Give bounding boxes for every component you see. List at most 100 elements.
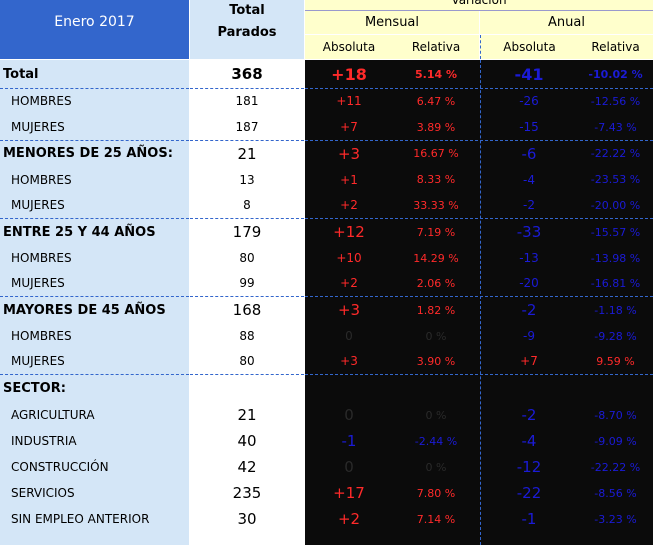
mensual-absoluta-cell: +2 <box>340 198 358 212</box>
row-label: HOMBRES <box>11 172 72 187</box>
row-separator <box>190 296 304 297</box>
mensual-relativa-cell: 6.47 % <box>416 94 456 108</box>
group-label: MAYORES DE 45 AÑOS <box>3 302 166 318</box>
column-separator <box>480 60 481 545</box>
variation-columns: +18 5.14 % -41 -10.02 % +11 6.47 % -26 -12.56 %… <box>305 60 653 545</box>
mensual-absoluta-cell: +7 <box>340 120 358 134</box>
total-cell: 368 <box>231 65 263 83</box>
mensual-absoluta-cell: 0 <box>345 329 353 343</box>
total-cell: 13 <box>239 172 255 187</box>
anual-absoluta-cell: -13 <box>519 251 539 265</box>
anual-relativa-cell: -15.57 % <box>590 225 641 239</box>
total-parados-header: Total Parados <box>190 0 304 59</box>
total-cell: 179 <box>232 223 262 241</box>
mensual-relativa-cell: 3.90 % <box>416 354 456 368</box>
row-label: MUJERES <box>11 120 65 134</box>
row-label: INDUSTRIA <box>11 434 77 448</box>
anual-absoluta-cell: -33 <box>516 223 542 241</box>
anual-absoluta-cell: -15 <box>519 120 539 134</box>
row-separator <box>305 374 653 375</box>
total-cell: 235 <box>232 484 262 502</box>
mensual-relativa-cell: 3.89 % <box>416 120 456 134</box>
anual-relativa-header: Relativa <box>578 35 653 59</box>
mensual-relativa-cell: 0 % <box>425 460 447 474</box>
row-label: SIN EMPLEO ANTERIOR <box>11 512 150 526</box>
anual-header: Anual <box>480 11 653 34</box>
mensual-relativa-cell: 7.14 % <box>416 512 456 526</box>
mensual-absoluta-cell: +3 <box>340 354 358 368</box>
row-label: HOMBRES <box>11 251 72 265</box>
anual-absoluta-cell: -20 <box>519 276 539 290</box>
anual-absoluta-cell: -26 <box>519 94 539 108</box>
label-column: Total HOMBRES MUJERES MENORES DE 25 AÑOS: HO… <box>0 60 189 545</box>
anual-relativa-cell: -1.18 % <box>594 303 637 317</box>
row-separator <box>0 88 189 89</box>
total-label-line1: Total <box>229 3 265 18</box>
anual-relativa-cell: -13.98 % <box>590 251 641 265</box>
total-cell: 80 <box>239 354 255 368</box>
mensual-relativa-cell: 8.33 % <box>416 173 456 186</box>
total-cell: 21 <box>237 406 257 424</box>
total-cell: 21 <box>237 144 257 163</box>
mensual-relativa-cell: 5.14 % <box>415 67 457 81</box>
row-separator <box>0 140 189 141</box>
total-cell: 30 <box>237 510 257 528</box>
row-separator <box>305 296 653 297</box>
mensual-relativa-header: Relativa <box>393 35 479 59</box>
mensual-absoluta-header: Absoluta <box>305 35 393 59</box>
mensual-relativa-cell: 1.82 % <box>416 303 456 317</box>
mensual-absoluta-cell: +3 <box>337 144 361 163</box>
mensual-absoluta-cell: +2 <box>340 276 358 290</box>
anual-relativa-cell: -7.43 % <box>594 120 637 134</box>
group-label: Total <box>3 66 39 82</box>
mensual-absoluta-cell: -1 <box>341 432 357 450</box>
anual-relativa-cell: -22.22 % <box>590 460 641 474</box>
anual-absoluta-cell: -9 <box>523 329 535 343</box>
row-separator <box>305 218 653 219</box>
anual-relativa-cell: -8.70 % <box>594 408 637 422</box>
anual-relativa-cell <box>578 374 653 402</box>
mensual-relativa-cell <box>393 374 479 402</box>
row-label: HOMBRES <box>11 94 72 108</box>
mensual-absoluta-cell: +1 <box>340 172 358 187</box>
anual-absoluta-cell: +7 <box>520 354 538 368</box>
total-cell: 187 <box>235 120 259 134</box>
anual-relativa-cell: -23.53 % <box>590 173 641 186</box>
mensual-absoluta-cell: 0 <box>344 406 354 424</box>
anual-absoluta-cell: -2 <box>523 198 535 212</box>
mensual-absoluta-cell: 0 <box>344 458 354 476</box>
row-label: MUJERES <box>11 276 65 290</box>
anual-relativa-cell: 9.59 % <box>596 354 635 368</box>
mensual-absoluta-cell: +11 <box>336 94 362 108</box>
row-label: MUJERES <box>11 354 65 368</box>
total-cell: 42 <box>237 458 257 476</box>
anual-relativa-cell: -20.00 % <box>590 198 641 212</box>
anual-relativa-cell: -12.56 % <box>590 94 641 108</box>
anual-absoluta-cell: -4 <box>523 172 535 187</box>
anual-absoluta-cell <box>480 374 578 402</box>
mensual-absoluta-cell: +17 <box>333 484 365 502</box>
table-title: Enero 2017 <box>0 0 189 59</box>
anual-absoluta-cell: -6 <box>521 144 537 163</box>
mensual-relativa-cell: 14.29 % <box>413 251 459 265</box>
total-label-line2: Parados <box>217 25 277 40</box>
mensual-absoluta-cell: +12 <box>333 223 365 241</box>
anual-relativa-cell: -16.81 % <box>590 276 641 290</box>
row-label: CONSTRUCCIÓN <box>11 460 109 474</box>
mensual-absoluta-cell: +3 <box>337 301 361 319</box>
anual-relativa-cell: -8.56 % <box>594 486 637 500</box>
anual-absoluta-cell: -12 <box>516 458 542 476</box>
mensual-relativa-cell: -2.44 % <box>414 434 458 448</box>
anual-absoluta-cell: -1 <box>521 510 537 528</box>
anual-absoluta-cell: -4 <box>521 432 537 450</box>
mensual-relativa-cell: 7.80 % <box>416 486 456 500</box>
row-separator <box>305 88 653 89</box>
anual-absoluta-cell: -2 <box>521 301 537 319</box>
anual-relativa-cell: -10.02 % <box>588 67 643 81</box>
total-cell <box>190 374 304 402</box>
anual-relativa-cell: -3.23 % <box>594 512 637 526</box>
row-separator <box>190 374 304 375</box>
group-label: SECTOR: <box>3 380 66 396</box>
total-cell: 181 <box>235 94 259 108</box>
